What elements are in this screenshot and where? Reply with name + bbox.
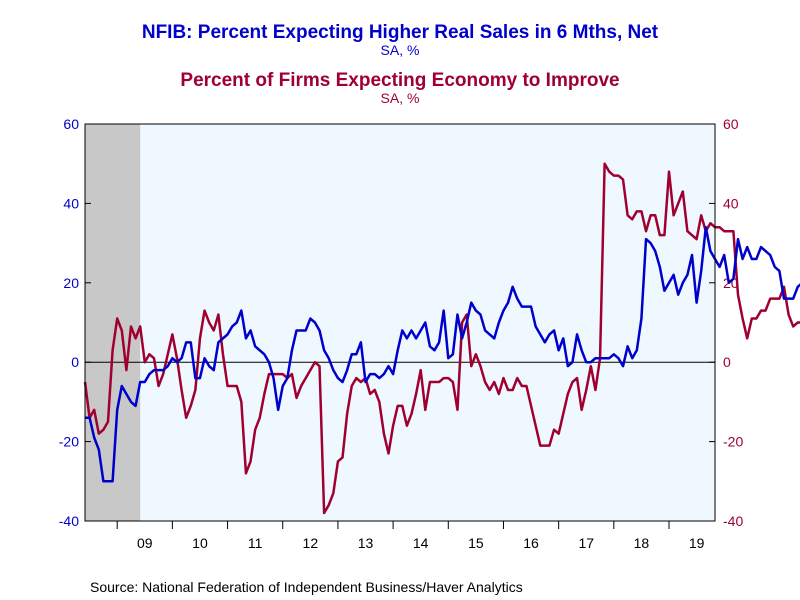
- chart-title: NFIB: Percent Expecting Higher Real Sale…: [142, 22, 659, 43]
- x-tick-label: 18: [634, 535, 650, 551]
- x-tick-label: 09: [137, 535, 153, 551]
- x-tick-label: 15: [468, 535, 484, 551]
- source-note: Source: National Federation of Independe…: [90, 579, 523, 595]
- right-tick-label: -40: [723, 513, 743, 529]
- left-tick-label: -40: [59, 513, 79, 529]
- x-tick-label: 10: [192, 535, 208, 551]
- series-higher-sales-line: [85, 225, 800, 483]
- series-economy-improve-line: [83, 162, 800, 515]
- chart-subtitle: Percent of Firms Expecting Economy to Im…: [180, 70, 619, 91]
- recession-shading: [85, 124, 141, 521]
- x-tick-label: 12: [303, 535, 319, 551]
- left-tick-label: -20: [59, 434, 79, 450]
- x-tick-label: 16: [523, 535, 539, 551]
- plot-frame: [84, 123, 716, 522]
- left-tick-label: 60: [63, 116, 79, 132]
- left-tick-label: 20: [63, 275, 79, 291]
- right-tick-label: -20: [723, 434, 743, 450]
- left-tick-label: 40: [63, 195, 79, 211]
- x-tick-label: 19: [689, 535, 705, 551]
- left-axis: 60 40 20 0 -20 -40: [59, 116, 91, 529]
- x-tick-label: 11: [248, 535, 263, 551]
- chart-title-unit: SA, %: [381, 42, 420, 58]
- plot-area: [85, 124, 715, 521]
- x-tick-label: 13: [358, 535, 374, 551]
- right-tick-label: 40: [723, 195, 739, 211]
- chart-subtitle-unit: SA, %: [381, 90, 420, 106]
- x-tick-label: 17: [578, 535, 594, 551]
- left-tick-label: 0: [71, 354, 79, 370]
- right-tick-label: 60: [723, 116, 739, 132]
- x-tick-label: 14: [413, 535, 429, 551]
- right-tick-label: 0: [723, 354, 731, 370]
- x-axis: 09 10 11 12 13 14 15 16 17 18 19: [116, 521, 705, 551]
